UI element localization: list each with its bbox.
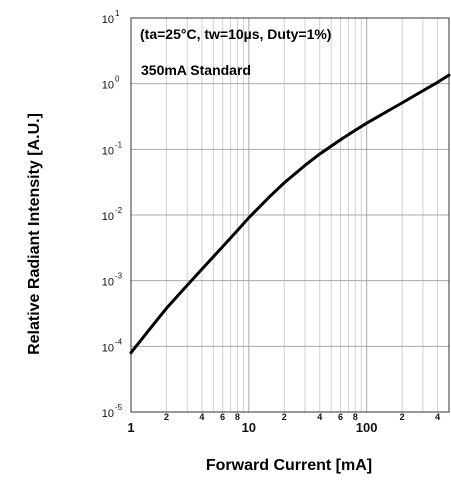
- y-tick-label: 10-3: [102, 272, 123, 289]
- y-tick-label: 100: [102, 75, 120, 92]
- x-minor-tick-label: 2: [400, 412, 405, 422]
- x-minor-tick-label: 2: [164, 412, 169, 422]
- x-minor-tick-label: 6: [220, 412, 225, 422]
- x-minor-tick-label: 8: [353, 412, 358, 422]
- y-axis-title: Relative Radiant Intensity [A.U.]: [26, 113, 43, 355]
- y-tick-label: 10-2: [102, 206, 123, 223]
- x-minor-tick-label: 4: [317, 412, 322, 422]
- x-minor-tick-label: 6: [338, 412, 343, 422]
- x-axis-title: Forward Current [mA]: [206, 457, 372, 474]
- x-minor-tick-label: 4: [435, 412, 440, 422]
- y-tick-base: 10: [102, 342, 114, 354]
- y-tick-exponent: -5: [115, 403, 123, 412]
- y-tick-base: 10: [102, 277, 114, 289]
- y-tick-exponent: 0: [115, 75, 120, 84]
- annotation-conditions: (ta=25°C, tw=10µs, Duty=1%): [140, 26, 331, 42]
- y-tick-label: 10-1: [102, 140, 123, 157]
- y-tick-label: 10-5: [102, 403, 123, 420]
- y-tick-label: 101: [102, 9, 120, 26]
- y-tick-exponent: -2: [115, 206, 123, 215]
- y-tick-exponent: -4: [115, 337, 123, 346]
- x-minor-tick-label: 8: [235, 412, 240, 422]
- x-major-tick-label: 1: [127, 420, 134, 435]
- plot-area-frame: [130, 17, 450, 413]
- y-tick-label: 10-4: [102, 337, 123, 354]
- y-tick-base: 10: [102, 211, 114, 223]
- y-tick-base: 10: [102, 80, 114, 92]
- x-minor-tick-label: 2: [282, 412, 287, 422]
- y-tick-exponent: 1: [115, 9, 120, 18]
- series-line: [129, 73, 451, 355]
- y-tick-exponent: -1: [115, 140, 123, 149]
- series-layer: [129, 73, 451, 355]
- y-tick-base: 10: [102, 145, 114, 157]
- y-tick-exponent: -3: [115, 272, 123, 281]
- y-tick-base: 10: [102, 408, 114, 420]
- x-major-tick-label: 10: [242, 420, 256, 435]
- annotation-standard: 350mA Standard: [141, 62, 251, 78]
- grid-lines: [131, 18, 449, 412]
- x-major-tick-label: 100: [356, 420, 378, 435]
- y-tick-base: 10: [102, 14, 114, 26]
- x-minor-tick-label: 4: [199, 412, 204, 422]
